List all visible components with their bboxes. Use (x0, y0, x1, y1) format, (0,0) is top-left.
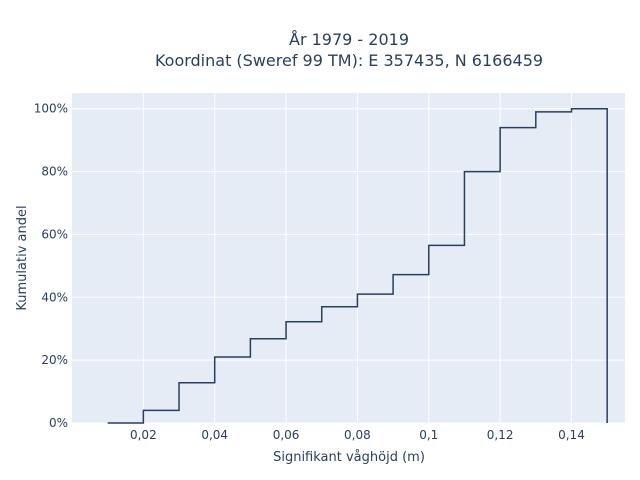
x-axis-label: Signifikant våghöjd (m) (273, 450, 425, 465)
y-tick-label: 0% (49, 416, 68, 430)
y-tick-labels: 0% 20% 40% 60% 80% 100% (34, 102, 68, 430)
x-tick-label: 0,02 (130, 428, 157, 442)
chart-title-line2: Koordinat (Sweref 99 TM): E 357435, N 61… (155, 51, 543, 70)
x-tick-label: 0,06 (273, 428, 300, 442)
ecdf-step-line (107, 107, 608, 424)
x-tick-label: 0,08 (344, 428, 371, 442)
x-tick-label: 0,04 (201, 428, 228, 442)
y-tick-label: 60% (41, 227, 68, 241)
y-tick-label: 20% (41, 353, 68, 367)
chart-title-line1: År 1979 - 2019 (289, 30, 409, 49)
y-tick-label: 40% (41, 290, 68, 304)
y-tick-label: 80% (41, 165, 68, 179)
y-tick-label: 100% (34, 102, 68, 116)
x-tick-label: 0,12 (487, 428, 514, 442)
y-axis-label: Kumulativ andel (15, 205, 30, 310)
plot-area (72, 93, 625, 423)
x-tick-labels: 0,02 0,04 0,06 0,08 0,1 0,12 0,14 (130, 428, 585, 442)
x-tick-label: 0,1 (419, 428, 438, 442)
x-tick-label: 0,14 (558, 428, 585, 442)
